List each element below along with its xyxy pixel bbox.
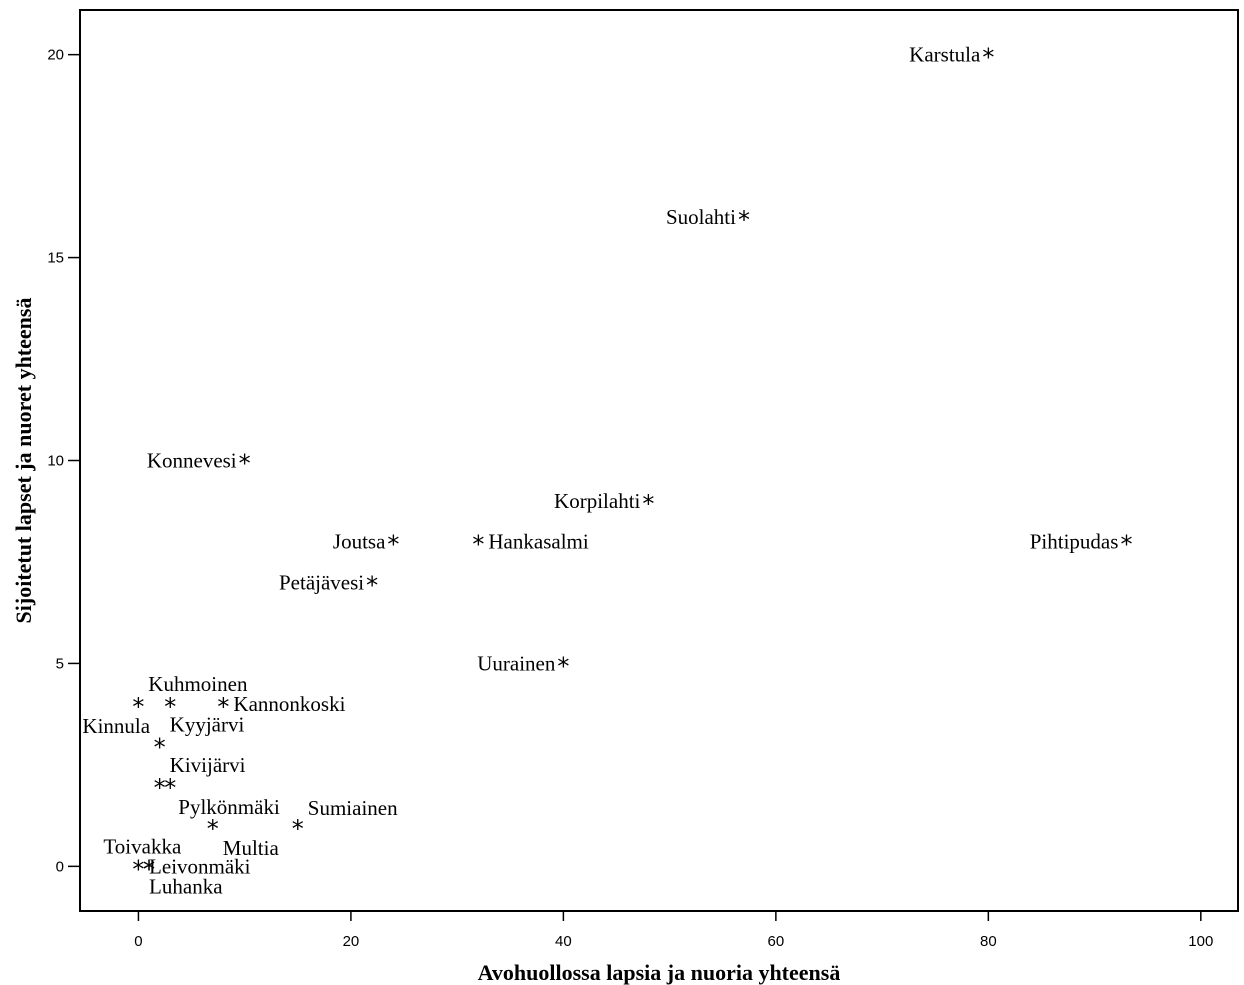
data-point-marker: * <box>472 531 484 559</box>
data-point-marker: * <box>143 855 155 883</box>
data-point-marker: * <box>982 44 994 72</box>
data-point-marker: * <box>738 206 750 234</box>
data-point-marker: * <box>642 490 654 518</box>
point-label: Konnevesi <box>147 449 237 473</box>
y-axis-title: Sijoitetut lapset ja nuoret yhteensä <box>11 298 36 624</box>
x-tick-label: 40 <box>555 933 572 950</box>
y-tick-label: 5 <box>56 655 64 672</box>
point-label: Pihtipudas <box>1030 530 1119 554</box>
point-label: Joutsa <box>333 530 386 554</box>
point-label: Kinnula <box>82 714 150 738</box>
point-label: Luhanka <box>149 874 223 898</box>
data-point-marker: * <box>164 693 176 721</box>
point-label: Toivakka <box>103 834 182 858</box>
x-axis-title: Avohuollossa lapsia ja nuoria yhteensä <box>478 960 841 985</box>
data-point-marker: * <box>1120 531 1132 559</box>
y-tick-label: 15 <box>47 250 64 267</box>
data-point-marker: * <box>557 652 569 680</box>
data-point-marker: * <box>154 774 166 802</box>
data-point-marker: * <box>143 855 155 883</box>
x-axis-ticks: 0 20 40 60 80 100 <box>134 911 1213 950</box>
point-label: Sumiainen <box>308 796 398 820</box>
x-tick-label: 20 <box>343 933 360 950</box>
data-point-marker: * <box>239 450 251 478</box>
x-tick-label: 60 <box>768 933 785 950</box>
y-tick-label: 0 <box>56 858 64 875</box>
point-label: Suolahti <box>666 205 736 229</box>
data-point-marker: * <box>366 571 378 599</box>
point-label: Kannonkoski <box>233 692 345 716</box>
point-label: Petäjävesi <box>279 570 364 594</box>
y-tick-label: 10 <box>47 453 64 470</box>
plot-frame <box>79 9 1239 912</box>
point-label: Kyyjärvi <box>170 713 245 737</box>
data-point-marker: * <box>164 774 176 802</box>
point-label: Pylkönmäki <box>178 795 280 819</box>
point-label: Karstula <box>909 43 981 67</box>
data-point-marker: * <box>207 815 219 843</box>
point-label: Kivijärvi <box>170 753 246 777</box>
x-tick-label: 80 <box>980 933 997 950</box>
y-axis-ticks: 0 5 10 15 20 <box>47 47 80 875</box>
x-tick-label: 100 <box>1188 933 1213 950</box>
point-label: Hankasalmi <box>488 530 588 554</box>
y-tick-label: 20 <box>47 47 64 64</box>
point-label: Uurainen <box>477 651 556 675</box>
data-point-marker: * <box>217 693 229 721</box>
x-tick-label: 0 <box>134 933 142 950</box>
data-points: *Karstula*Suolahti*Konnevesi*Korpilahti*… <box>82 43 1132 899</box>
point-label: Leivonmäki <box>149 854 251 878</box>
data-point-marker: * <box>154 734 166 762</box>
point-label: Korpilahti <box>554 489 640 513</box>
point-label: Multia <box>223 836 280 860</box>
data-point-marker: * <box>292 815 304 843</box>
data-point-marker: * <box>132 693 144 721</box>
data-point-marker: * <box>132 855 144 883</box>
data-point-marker: * <box>387 531 399 559</box>
point-label: Kuhmoinen <box>148 672 248 696</box>
